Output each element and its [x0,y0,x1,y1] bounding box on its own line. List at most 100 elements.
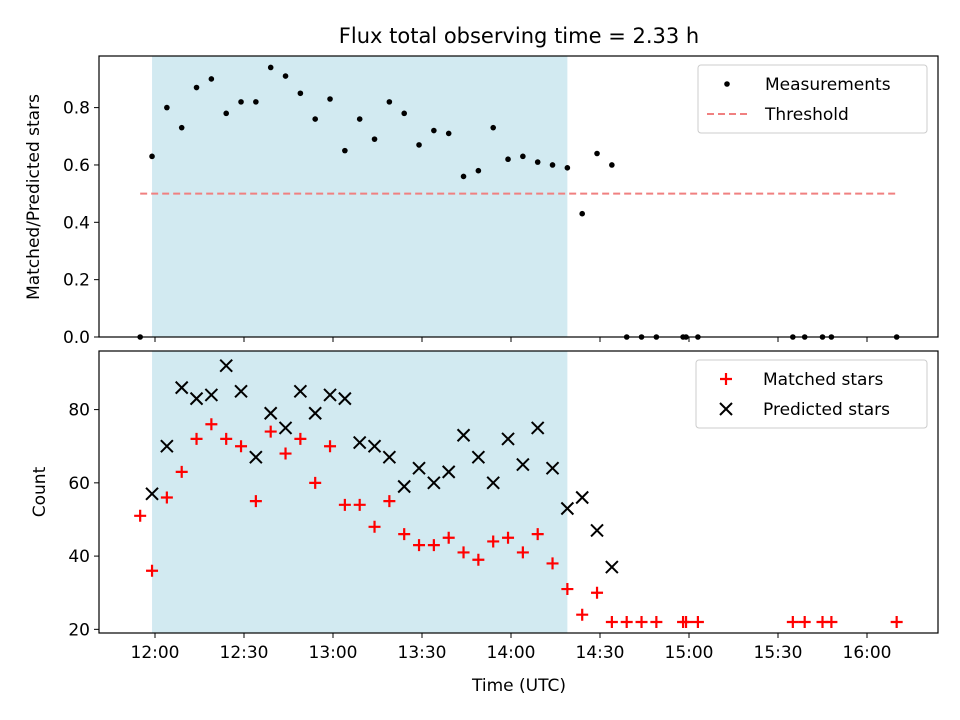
measurement-point [431,127,437,134]
bottom-y-tick-label: 20 [68,620,90,640]
measurement-point [208,76,215,82]
matched-star-point [620,616,633,629]
top-plot-frame [98,55,939,338]
matched-star-point [146,564,159,577]
measurement-point [445,130,452,137]
matched-star-point [205,418,218,431]
measurement-point [193,84,200,91]
matched-star-point [427,539,440,552]
legend-matched-swatch [720,373,732,385]
x-tick-label: 14:30 [576,643,625,663]
bottom-shaded-span [152,351,568,633]
matched-star-point [235,440,248,453]
matched-star-point [576,608,589,621]
x-tick-label: 12:00 [131,643,180,663]
matched-star-point [635,616,648,629]
matched-star-point [368,520,381,533]
measurement-point [164,104,170,111]
predicted-star-point [367,439,382,453]
predicted-star-point [323,388,337,402]
predicted-star-point [605,560,619,574]
x-tick-label: 15:00 [665,643,714,663]
matched-star-point [561,583,574,596]
matched-star-point [442,531,455,544]
top-y-tick-label: 0.0 [63,328,90,348]
predicted-star-point [575,490,589,505]
matched-star-point [516,546,529,559]
matched-star-point [691,616,704,629]
matched-star-point [383,495,396,508]
matched-star-point [546,557,559,570]
predicted-star-point [293,384,308,398]
measurement-point [490,124,497,131]
x-axis-label: Time (UTC) [471,676,566,696]
predicted-star-point [412,461,426,475]
x-tick-label: 14:00 [487,643,536,663]
measurement-point [594,150,600,157]
bottom-y-tick-label: 40 [68,547,90,567]
x-tick-label: 12:30 [220,643,269,663]
bottom-panel: 12:00 12:30 13:00 13:30 14:00 14:30 15:00 15:30… [30,350,939,696]
bottom-data-marks [134,358,903,629]
matched-star-point [175,465,188,478]
matched-star-point [680,616,693,629]
predicted-star-point [263,406,278,420]
matched-star-point [531,528,544,541]
measurement-point [312,116,319,122]
measurement-point [223,110,229,117]
measurement-point [475,167,482,174]
measurement-point [564,165,571,171]
legend-threshold-label: Threshold [764,105,849,125]
matched-star-point [413,539,426,552]
matched-star-point [309,476,322,489]
bottom-legend-box [695,359,928,429]
measurement-point [297,90,304,97]
measurement-point [505,156,511,163]
matched-star-point [825,616,838,629]
top-y-tick-label: 0.6 [63,156,90,176]
measurement-point [342,147,348,154]
predicted-star-point [560,501,575,516]
matched-star-point [134,509,147,522]
predicted-star-point [278,421,293,435]
predicted-star-point [486,476,500,490]
legend-predicted-swatch [719,402,733,416]
predicted-star-point [174,380,189,395]
matched-star-point [249,495,262,508]
matched-star-point [353,498,366,511]
legend-matched-label: Matched stars [763,370,883,390]
measurement-point [460,173,467,180]
predicted-star-point [308,406,322,420]
predicted-star-point [145,487,159,501]
top-legend: Measurements Threshold [697,64,928,134]
legend-predicted-label: Predicted stars [763,400,890,420]
top-panel: 0.00.20.40.60.8 Matched/Predicted stars … [24,55,939,348]
predicted-star-point [219,358,233,373]
matched-star-point [190,432,203,445]
predicted-star-point [427,476,441,490]
measurement-point [267,64,274,71]
matched-star-point [324,440,337,453]
chart-title: Flux total observing time = 2.33 h [339,24,699,48]
matched-star-point [487,535,500,548]
top-y-tick-label: 0.2 [63,271,90,291]
bottom-y-axis-label: Count [30,466,50,517]
matched-star-point [650,616,663,629]
predicted-star-point [545,461,560,475]
predicted-star-point [590,523,604,538]
predicted-star-point [516,457,530,472]
measurement-point [149,153,155,160]
matched-star-point [591,586,604,599]
measurement-point [416,142,422,148]
bottom-y-tick-label: 80 [68,401,90,421]
measurement-point [282,73,289,79]
predicted-star-point [471,450,486,464]
predicted-star-point [352,435,367,450]
measurement-point [386,99,393,105]
predicted-star-point [160,439,174,453]
measurement-point [253,99,259,105]
top-y-tick-label: 0.4 [63,213,90,233]
predicted-star-point [338,391,352,406]
x-tick-label: 13:00 [309,643,358,663]
